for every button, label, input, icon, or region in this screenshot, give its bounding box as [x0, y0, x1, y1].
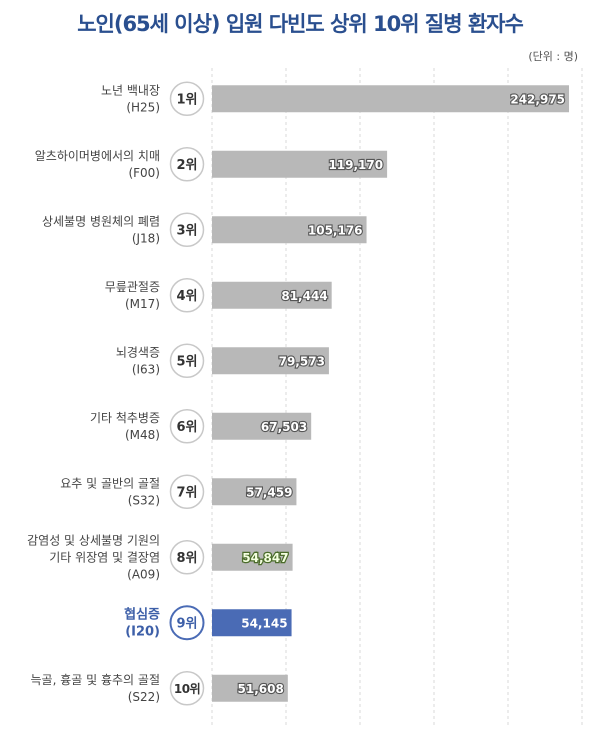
unit-note: (단위 : 명): [528, 50, 578, 63]
rank-label-2: 2위: [176, 158, 197, 173]
chart-title: 노인(65세 이상) 입원 다빈도 상위 10위 질병 환자수: [77, 12, 524, 36]
rank-circle-8: [169, 540, 205, 575]
category-name-5-1: 뇌경색증: [116, 345, 160, 359]
bar-10: [212, 674, 288, 702]
rank-circle-6: [169, 409, 205, 444]
bar-4: [212, 281, 332, 309]
bar-7: [212, 478, 297, 506]
value-label-4: 81,444: [281, 289, 327, 303]
rank-label-9: 9위: [176, 616, 197, 631]
category-code-4: (M17): [125, 297, 160, 311]
category-name-9-1: 협심증: [124, 606, 160, 622]
value-label-6: 67,503: [261, 420, 307, 434]
category-name-1-1: 노년 백내장: [101, 83, 160, 97]
rank-label-7: 7위: [176, 485, 197, 500]
rank-circle-9: [169, 605, 205, 641]
category-name-6-1: 기타 척추병증: [90, 411, 160, 425]
rank-circle-1: [169, 81, 205, 116]
rank-label-6: 6위: [176, 420, 197, 435]
rank-label-8: 8위: [176, 551, 197, 566]
rank-circle-10: [169, 671, 205, 706]
bar-1: [212, 85, 570, 113]
category-name-4-1: 무릎관절증: [105, 280, 160, 294]
rank-circle-2: [169, 147, 205, 182]
rank-circle-5: [169, 343, 205, 378]
category-code-9: (I20): [125, 624, 160, 639]
category-name-8-2: 기타 위장염 및 결장염: [49, 550, 160, 564]
category-code-8: (A09): [127, 567, 160, 581]
category-name-2-1: 알츠하이머병에서의 치매: [35, 149, 160, 163]
bar-8: [212, 543, 293, 571]
rank-label-10: 10위: [174, 682, 200, 696]
rank-circle-7: [169, 474, 205, 509]
category-code-10: (S22): [128, 690, 160, 704]
category-code-7: (S32): [128, 493, 160, 507]
category-name-3-1: 상세불명 병원체의 폐렴: [42, 214, 160, 228]
rank-label-1: 1위: [176, 92, 197, 107]
rank-label-4: 4위: [176, 289, 197, 304]
bar-2: [212, 150, 388, 178]
value-label-3: 105,176: [308, 223, 363, 237]
bar-9: [212, 609, 292, 637]
rank-label-3: 3위: [176, 223, 197, 238]
category-name-10-1: 늑골, 흉골 및 흉추의 골절: [31, 673, 160, 687]
category-code-6: (M48): [125, 428, 160, 442]
rank-circle-3: [169, 212, 205, 247]
value-label-7: 57,459: [246, 485, 292, 499]
value-label-1: 242,975: [510, 92, 565, 106]
rank-circle-4: [169, 278, 205, 313]
bar-3: [212, 216, 367, 244]
value-label-10: 51,608: [238, 682, 284, 696]
bar-5: [212, 347, 329, 375]
value-label-9: 54,145: [241, 616, 287, 630]
category-code-5: (I63): [132, 362, 160, 376]
value-label-5: 79,573: [279, 354, 325, 368]
category-code-2: (F00): [128, 166, 160, 180]
category-code-1: (H25): [126, 100, 160, 114]
category-name-8-1: 감염성 및 상세불명 기원의: [27, 533, 160, 547]
value-label-8: 54,847: [242, 551, 288, 565]
category-name-7-1: 요추 및 골반의 골절: [60, 476, 160, 490]
bar-6: [212, 412, 312, 440]
rank-label-5: 5위: [176, 354, 197, 369]
category-code-3: (J18): [132, 231, 160, 245]
value-label-2: 119,170: [328, 158, 383, 172]
